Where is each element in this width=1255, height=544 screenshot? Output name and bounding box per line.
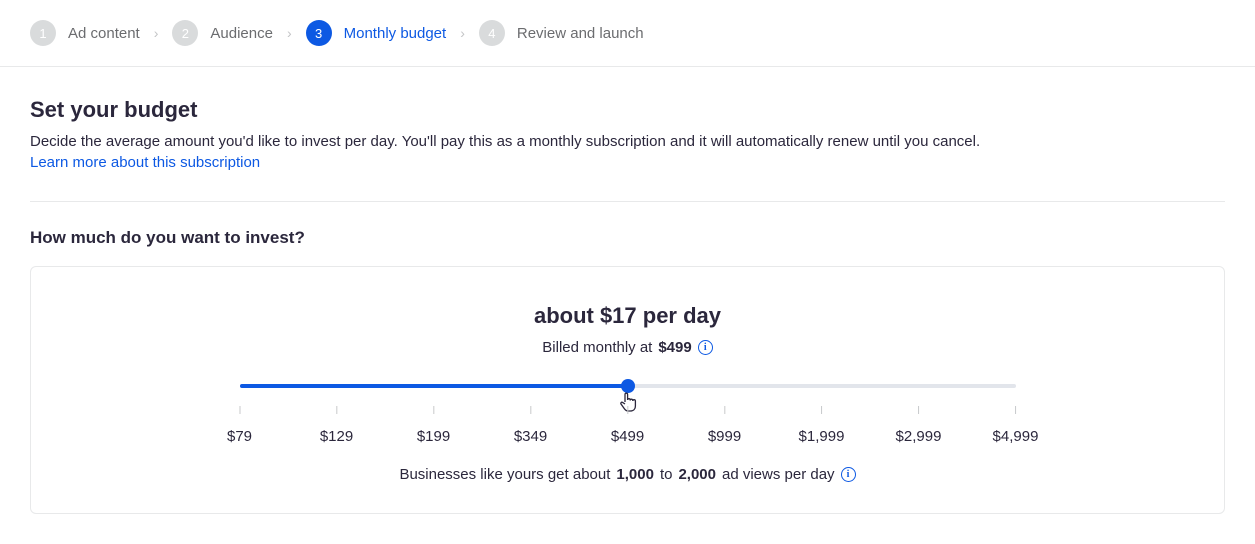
estimate-suffix: ad views per day [722, 466, 835, 483]
step-3-label: Monthly budget [344, 25, 447, 42]
slider-handle[interactable] [621, 379, 635, 393]
step-2-label: Audience [210, 25, 273, 42]
step-4-label: Review and launch [517, 25, 644, 42]
tick-label: $129 [320, 428, 353, 445]
chevron-right-icon: › [154, 25, 159, 41]
slider-track-fill [240, 384, 628, 388]
step-1-circle: 1 [30, 20, 56, 46]
slider-ticks: $79$129$199$349$499$999$1,999$2,999$4,99… [240, 398, 1016, 448]
slider-tick[interactable]: $349 [514, 406, 547, 445]
tick-mark [627, 406, 628, 414]
page-title: Set your budget [30, 97, 1225, 123]
tick-label: $349 [514, 428, 547, 445]
tick-mark [433, 406, 434, 414]
budget-card: about $17 per day Billed monthly at $499… [30, 266, 1225, 514]
slider-track [240, 384, 1016, 388]
chevron-right-icon: › [287, 25, 292, 41]
divider [30, 201, 1225, 202]
step-1-label: Ad content [68, 25, 140, 42]
info-icon[interactable]: i [841, 467, 856, 482]
estimate-mid: to [660, 466, 673, 483]
slider-tick[interactable]: $79 [227, 406, 252, 445]
slider-tick[interactable]: $499 [611, 406, 644, 445]
step-1[interactable]: 1 Ad content [30, 20, 140, 46]
tick-mark [239, 406, 240, 414]
tick-label: $2,999 [896, 428, 942, 445]
per-day-amount: about $17 per day [61, 303, 1194, 329]
budget-slider[interactable] [240, 384, 1016, 388]
tick-label: $1,999 [799, 428, 845, 445]
slider-tick[interactable]: $2,999 [896, 406, 942, 445]
invest-question: How much do you want to invest? [30, 228, 1225, 248]
chevron-right-icon: › [460, 25, 465, 41]
slider-tick[interactable]: $1,999 [799, 406, 845, 445]
billed-amount: $499 [658, 339, 691, 356]
tick-label: $79 [227, 428, 252, 445]
learn-more-link[interactable]: Learn more about this subscription [30, 154, 260, 171]
tick-mark [724, 406, 725, 414]
tick-label: $499 [611, 428, 644, 445]
tick-mark [821, 406, 822, 414]
billed-line: Billed monthly at $499 i [61, 339, 1194, 356]
step-4-circle: 4 [479, 20, 505, 46]
step-3[interactable]: 3 Monthly budget [306, 20, 447, 46]
content-area: Set your budget Decide the average amoun… [0, 67, 1255, 544]
tick-label: $4,999 [993, 428, 1039, 445]
slider-tick[interactable]: $4,999 [993, 406, 1039, 445]
step-3-circle: 3 [306, 20, 332, 46]
slider-tick[interactable]: $999 [708, 406, 741, 445]
slider-tick[interactable]: $199 [417, 406, 450, 445]
stepper: 1 Ad content › 2 Audience › 3 Monthly bu… [0, 0, 1255, 67]
page-description: Decide the average amount you'd like to … [30, 133, 1225, 150]
estimate-high: 2,000 [678, 466, 716, 483]
tick-mark [1015, 406, 1016, 414]
step-2[interactable]: 2 Audience [172, 20, 273, 46]
step-4[interactable]: 4 Review and launch [479, 20, 644, 46]
tick-mark [336, 406, 337, 414]
info-icon[interactable]: i [698, 340, 713, 355]
estimate-prefix: Businesses like yours get about [399, 466, 610, 483]
estimate-line: Businesses like yours get about 1,000 to… [61, 466, 1194, 483]
tick-label: $999 [708, 428, 741, 445]
step-2-circle: 2 [172, 20, 198, 46]
tick-label: $199 [417, 428, 450, 445]
slider-tick[interactable]: $129 [320, 406, 353, 445]
tick-mark [918, 406, 919, 414]
billed-prefix: Billed monthly at [542, 339, 652, 356]
estimate-low: 1,000 [616, 466, 654, 483]
tick-mark [530, 406, 531, 414]
